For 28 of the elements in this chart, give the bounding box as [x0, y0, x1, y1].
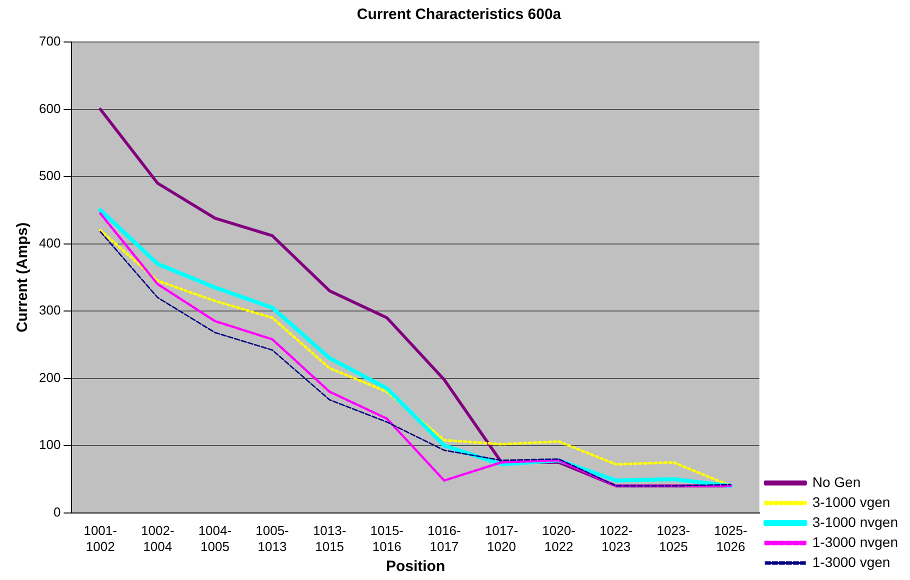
x-tick-label: 1015-1016 [370, 523, 404, 554]
y-tick-label: 100 [38, 437, 61, 452]
x-tick-label: 1020-1022 [542, 523, 576, 554]
y-tick-label: 400 [38, 235, 61, 250]
legend-label: 1-3000 vgen [812, 554, 890, 570]
x-tick-label: 1025-1026 [714, 523, 748, 554]
legend-label: 3-1000 vgen [812, 494, 890, 510]
y-tick-label: 200 [38, 370, 61, 385]
x-tick-label: 1013-1015 [312, 523, 346, 554]
x-tick-label: 1017-1020 [484, 523, 518, 554]
y-tick-label: 0 [53, 504, 61, 520]
y-axis-title: Current (Amps) [14, 222, 32, 332]
x-tick-label: 1002-1004 [141, 523, 174, 554]
legend-label: 3-1000 nvgen [812, 514, 898, 530]
x-tick-label: 1022-1023 [599, 523, 633, 554]
x-tick-label: 1005-1013 [256, 523, 289, 554]
x-axis-title: Position [386, 558, 446, 576]
x-tick-label: 1001-1002 [84, 523, 117, 554]
legend-label: 1-3000 nvgen [812, 534, 898, 550]
y-tick-label: 600 [38, 100, 61, 116]
y-tick-label: 500 [38, 168, 61, 184]
legend-label: No Gen [812, 474, 861, 490]
chart-title: Current Characteristics 600a [356, 6, 562, 24]
y-tick-label: 300 [38, 302, 61, 318]
x-tick-label: 1004-1005 [198, 523, 232, 554]
x-tick-label: 1016-1017 [428, 523, 461, 554]
y-tick-label: 700 [38, 34, 61, 49]
x-tick-label: 1023-1025 [656, 523, 690, 554]
